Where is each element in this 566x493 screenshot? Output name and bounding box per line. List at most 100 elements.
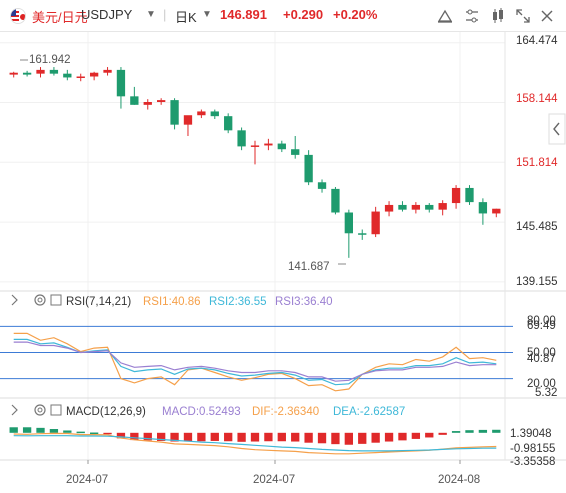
price-change-pct: +0.20% [333, 7, 378, 22]
macd-histogram-bar [465, 430, 474, 433]
y-tick-label: 158.144 [516, 93, 558, 105]
rsi2-value: RSI2:36.55 [209, 296, 267, 308]
rsi-level-label: 5.32 [535, 387, 557, 399]
candle [317, 179, 327, 193]
candle-body [358, 233, 367, 235]
symbol-code[interactable]: USDJPY [81, 7, 133, 22]
macd-histogram-bar [438, 432, 447, 435]
visibility-toggle-icon[interactable] [50, 404, 62, 416]
macd-histogram-bar [425, 432, 434, 438]
compare-icon[interactable] [462, 6, 482, 26]
macd-histogram-bar [130, 432, 139, 441]
candle-body [398, 204, 407, 210]
candle-body [304, 154, 313, 183]
candle-body [103, 69, 112, 73]
us-jp-flag-icon [10, 8, 26, 24]
chevron-left-icon[interactable] [548, 113, 566, 145]
candle-body [331, 188, 340, 213]
candlestick-series [9, 67, 501, 258]
rsi-line-3 [13, 341, 497, 382]
candle [331, 187, 340, 215]
candle-body [291, 149, 300, 155]
macd-histogram-bar [157, 432, 166, 441]
high-price-label: 161.942 [29, 54, 71, 66]
symbol-dropdown-icon[interactable]: ▼ [146, 9, 156, 20]
rsi-level-label: 69.49 [527, 320, 556, 332]
settings-icon-center [37, 297, 43, 303]
macd-histogram-bar [49, 429, 59, 433]
timeframe-dropdown-icon[interactable]: ▼ [202, 9, 212, 20]
candle-body [478, 202, 488, 214]
candle-body [465, 187, 474, 203]
candle [183, 115, 193, 136]
candle-body [49, 69, 59, 74]
collapse-icon[interactable] [11, 404, 18, 416]
candle [76, 73, 85, 82]
candle [411, 202, 421, 214]
timeframe-selector[interactable]: 日K [175, 10, 197, 25]
rsi-line-2 [13, 338, 497, 386]
macd-histogram-bar [9, 427, 18, 433]
rsi-title: RSI(7,14,21) [66, 296, 131, 308]
candle-body [250, 145, 260, 147]
macd-histogram-bar [478, 429, 488, 433]
candle-body [224, 116, 233, 131]
y-tick-label: 145.485 [516, 221, 558, 233]
macd-histogram-bar [250, 432, 260, 442]
low-price-label: 141.687 [288, 261, 330, 273]
candle [157, 98, 166, 105]
macd-histogram-bar [76, 431, 85, 434]
candle-body [411, 204, 421, 210]
candle [22, 70, 32, 77]
candle [224, 113, 233, 134]
chart-style-icon[interactable] [435, 6, 455, 26]
indicator-icon[interactable] [488, 6, 508, 26]
rsi-legend: RSI(7,14,21) RSI1:40.86 RSI2:36.55 RSI3:… [11, 294, 333, 308]
macd-histogram-bar [331, 432, 340, 445]
dea-value: DEA:-2.62587 [333, 406, 405, 418]
last-price: 146.891 [220, 7, 267, 22]
candle [371, 206, 380, 238]
macd-value: MACD:0.52493 [162, 406, 241, 418]
macd-histogram-bar [170, 432, 179, 442]
candle [250, 140, 260, 165]
chart-grid [0, 32, 505, 460]
macd-level-label: -3.35358 [510, 456, 555, 468]
candle [291, 136, 300, 159]
macd-histogram-bar [89, 432, 99, 435]
settings-icon[interactable] [34, 404, 46, 416]
macd-histogram-bar [103, 432, 112, 435]
candle [143, 99, 152, 110]
candle [210, 109, 219, 119]
candle-body [76, 76, 85, 78]
macd-histogram-bar [116, 432, 126, 439]
macd-level-label: 1.39048 [510, 428, 552, 440]
chart-header: 美元/日元 USDJPY ▼ | 日K ▼ 146.891 +0.290 +0.… [0, 0, 566, 32]
candle-body [277, 143, 286, 150]
candle [264, 138, 273, 151]
macd-histogram-bar [492, 429, 501, 433]
dif-value: DIF:-2.36340 [252, 406, 319, 418]
candle [277, 140, 286, 153]
visibility-toggle-icon[interactable] [50, 294, 62, 306]
candle-body [157, 100, 166, 102]
y-tick-label: 164.474 [516, 35, 558, 47]
symbol-name[interactable]: 美元/日元 [32, 10, 88, 25]
y-tick-label: 139.155 [516, 276, 558, 288]
macd-histogram-bar [344, 432, 353, 445]
macd-histogram-bar [210, 432, 219, 441]
candle-body [89, 72, 99, 77]
candle-body [9, 72, 18, 75]
candle-body [143, 102, 152, 105]
candle-body [170, 100, 179, 125]
collapse-icon[interactable] [11, 294, 18, 306]
candle-body [22, 72, 32, 75]
price-change: +0.290 [283, 7, 324, 22]
settings-icon[interactable] [34, 294, 46, 306]
candle [478, 198, 488, 225]
fullscreen-icon[interactable] [513, 6, 533, 26]
candle [89, 71, 99, 81]
candle [9, 71, 18, 78]
close-icon[interactable] [537, 6, 557, 26]
